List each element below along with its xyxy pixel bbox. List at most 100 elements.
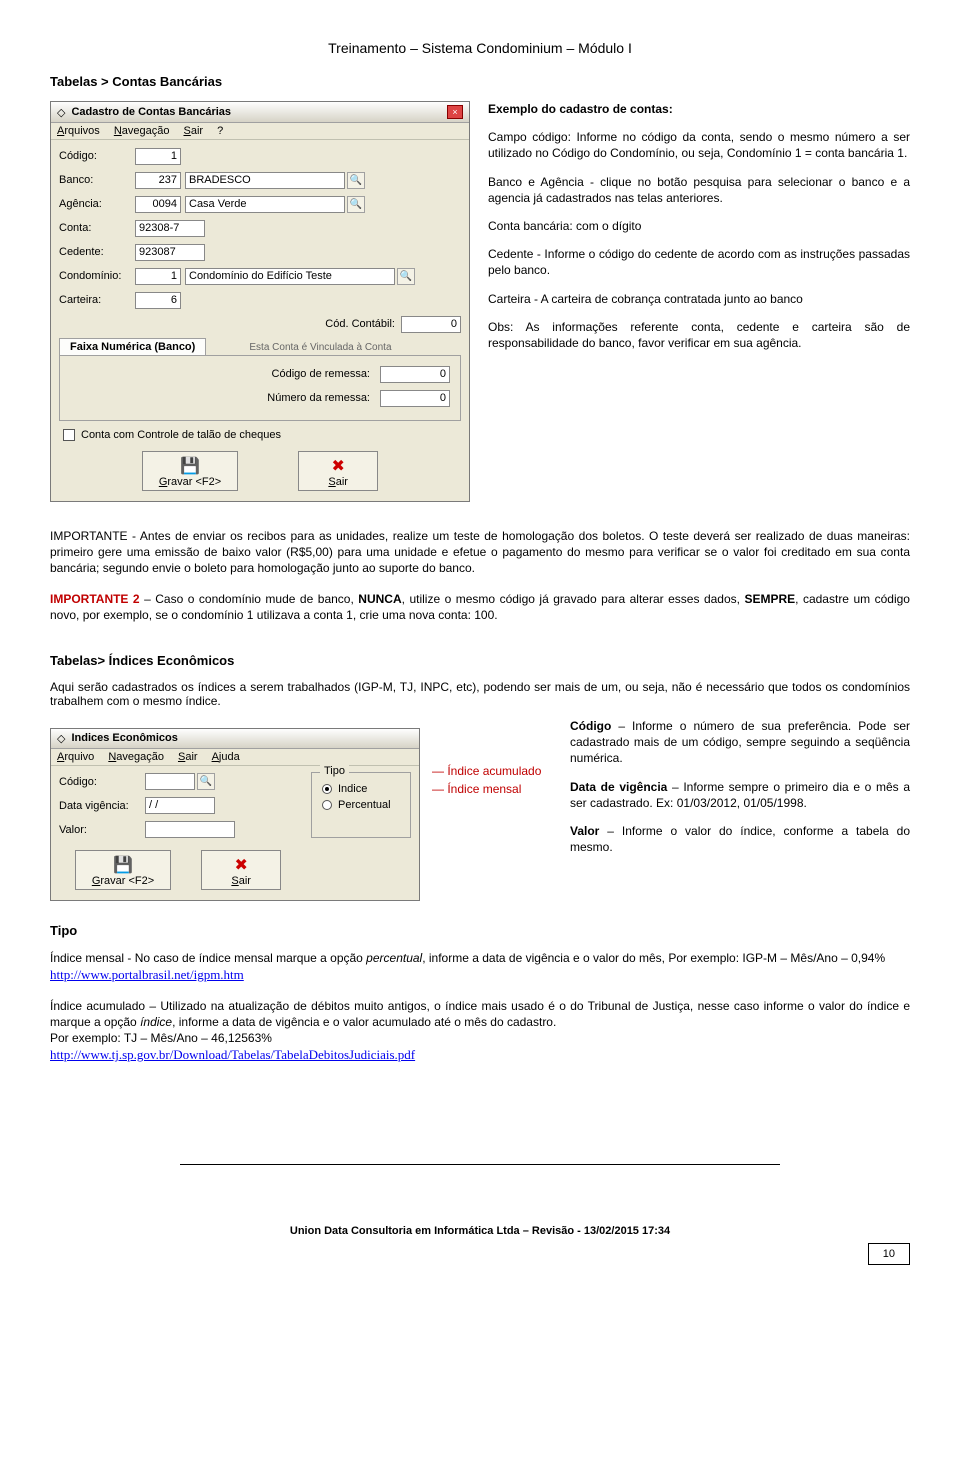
radio-percentual[interactable]: Percentual — [322, 799, 400, 811]
tab-panel-faixa: Código de remessa: 0 Número da remessa: … — [59, 355, 461, 421]
sair-label: Sair — [328, 476, 348, 488]
window-title-2: Indices Econômicos — [71, 732, 177, 744]
exit-icon: ✖ — [315, 456, 361, 476]
footer-divider — [180, 1164, 780, 1165]
radio-icon — [322, 800, 332, 810]
heading-tipo: Tipo — [50, 923, 910, 938]
menu-arquivos[interactable]: Arquivos — [57, 125, 100, 137]
r1-p1: Campo código: Informe no código da conta… — [488, 129, 910, 161]
importante-1: IMPORTANTE - Antes de enviar os recibos … — [50, 528, 910, 577]
input-agencia-cod[interactable]: 0094 — [135, 196, 181, 213]
label-codcontabil: Cód. Contábil: — [325, 318, 395, 330]
input-idx-data[interactable]: / / — [145, 797, 215, 814]
input-conta[interactable]: 92308-7 — [135, 220, 205, 237]
checkbox-label: Conta com Controle de talão de cheques — [81, 429, 281, 441]
save-icon: 💾 — [159, 456, 221, 476]
close-icon[interactable]: × — [447, 105, 463, 119]
radio-indice-label: Indice — [338, 783, 367, 795]
label-agencia: Agência: — [59, 198, 135, 210]
annotation-lines: — Índice acumulado — Índice mensal — [428, 728, 541, 798]
titlebar-2: ◇ Indices Econômicos — [51, 729, 419, 749]
label-conta: Conta: — [59, 222, 135, 234]
input-idx-valor[interactable] — [145, 821, 235, 838]
menu-sair[interactable]: Sair — [178, 751, 198, 763]
window-title: Cadastro de Contas Bancárias — [71, 106, 231, 118]
save-icon: 💾 — [92, 855, 154, 875]
tipo-acumulado: Índice acumulado – Utilizado na atualiza… — [50, 998, 910, 1064]
menu-navegacao[interactable]: Navegação — [114, 125, 170, 137]
titlebar: ◇ Cadastro de Contas Bancárias × — [51, 102, 469, 123]
input-carteira[interactable]: 6 — [135, 292, 181, 309]
tab-faixa[interactable]: Faixa Numérica (Banco) — [59, 338, 206, 355]
input-codrem[interactable]: 0 — [380, 366, 450, 383]
r1-p6: Obs: As informações referente conta, ced… — [488, 319, 910, 351]
search-icon[interactable]: 🔍 — [197, 773, 215, 790]
label-codigo: Código: — [59, 150, 135, 162]
label-cedente: Cedente: — [59, 246, 135, 258]
input-numrem[interactable]: 0 — [380, 390, 450, 407]
checkbox-icon — [63, 429, 75, 441]
gravar-button[interactable]: 💾 Gravar <F2> — [142, 451, 238, 491]
imp2-tag: IMPORTANTE 2 — [50, 592, 140, 606]
label-idx-data: Data vigência: — [59, 800, 145, 812]
r1-title: Exemplo do cadastro de contas: — [488, 101, 910, 117]
sair-label-2: Sair — [231, 875, 251, 887]
sair-button[interactable]: ✖ Sair — [298, 451, 378, 491]
r1-p3: Conta bancária: com o dígito — [488, 218, 910, 234]
input-cedente[interactable]: 923087 — [135, 244, 205, 261]
link-tj[interactable]: http://www.tj.sp.gov.br/Download/Tabelas… — [50, 1047, 415, 1062]
page-number: 10 — [868, 1243, 910, 1265]
window-icon: ◇ — [57, 732, 65, 745]
menu-ajuda[interactable]: Ajuda — [212, 751, 240, 763]
radio-indice[interactable]: Indice — [322, 783, 400, 795]
footer-text: Union Data Consultoria em Informática Lt… — [50, 1225, 910, 1237]
menubar: Arquivos Navegação Sair ? — [51, 123, 469, 140]
input-banco-nome[interactable]: BRADESCO — [185, 172, 345, 189]
window-indices: ◇ Indices Econômicos Arquivo Navegação S… — [50, 728, 420, 901]
label-idx-valor: Valor: — [59, 824, 145, 836]
search-icon[interactable]: 🔍 — [397, 268, 415, 285]
radio-percent-label: Percentual — [338, 799, 391, 811]
sair-button-2[interactable]: ✖ Sair — [201, 850, 281, 890]
input-idx-codigo[interactable] — [145, 773, 195, 790]
tipo-mensal: Índice mensal - No caso de índice mensal… — [50, 950, 910, 984]
search-icon[interactable]: 🔍 — [347, 196, 365, 213]
gravar-label-2: Gravar <F2> — [92, 875, 154, 887]
checkbox-talao[interactable]: Conta com Controle de talão de cheques — [63, 429, 461, 441]
menu-ajuda[interactable]: ? — [217, 125, 223, 137]
input-cond-cod[interactable]: 1 — [135, 268, 181, 285]
menu-sair[interactable]: Sair — [183, 125, 203, 137]
input-agencia-nome[interactable]: Casa Verde — [185, 196, 345, 213]
r1-p4: Cedente - Informe o código do cedente de… — [488, 246, 910, 278]
label-banco: Banco: — [59, 174, 135, 186]
tab-note: Esta Conta é Vinculada à Conta — [249, 342, 391, 353]
menu-navegacao[interactable]: Navegação — [108, 751, 164, 763]
window-icon: ◇ — [57, 106, 65, 119]
label-condominio: Condomínio: — [59, 270, 135, 282]
r1-p5: Carteira - A carteira de cobrança contra… — [488, 291, 910, 307]
input-codigo[interactable]: 1 — [135, 148, 181, 165]
group-tipo: Tipo Indice Percentual — [311, 772, 411, 838]
input-banco-cod[interactable]: 237 — [135, 172, 181, 189]
radio-icon — [322, 784, 332, 794]
breadcrumb: Tabelas > Contas Bancárias — [50, 74, 910, 89]
label-idx-codigo: Código: — [59, 776, 145, 788]
sec2-intro: Aqui serão cadastrados os índices a sere… — [50, 680, 910, 708]
label-numrem: Número da remessa: — [267, 392, 370, 404]
annot-acumulado: Índice acumulado — [447, 764, 541, 778]
importante-2: IMPORTANTE 2 – Caso o condomínio mude de… — [50, 591, 910, 623]
exit-icon: ✖ — [218, 855, 264, 875]
input-codcontabil[interactable]: 0 — [401, 316, 461, 333]
section-indices: Tabelas> Índices Econômicos — [50, 653, 910, 668]
input-cond-nome[interactable]: Condomínio do Edifício Teste — [185, 268, 395, 285]
link-igpm[interactable]: http://www.portalbrasil.net/igpm.htm — [50, 967, 244, 982]
window-contas-bancarias: ◇ Cadastro de Contas Bancárias × Arquivo… — [50, 101, 470, 502]
gravar-button-2[interactable]: 💾 Gravar <F2> — [75, 850, 171, 890]
menu-arquivo[interactable]: Arquivo — [57, 751, 94, 763]
search-icon[interactable]: 🔍 — [347, 172, 365, 189]
explain-col-1: Exemplo do cadastro de contas: Campo cód… — [488, 101, 910, 508]
defs-column: Código – Informe o número de sua preferê… — [570, 718, 910, 907]
gravar-label: Gravar <F2> — [159, 476, 221, 488]
menubar-2: Arquivo Navegação Sair Ajuda — [51, 749, 419, 766]
doc-header: Treinamento – Sistema Condominium – Módu… — [50, 40, 910, 56]
